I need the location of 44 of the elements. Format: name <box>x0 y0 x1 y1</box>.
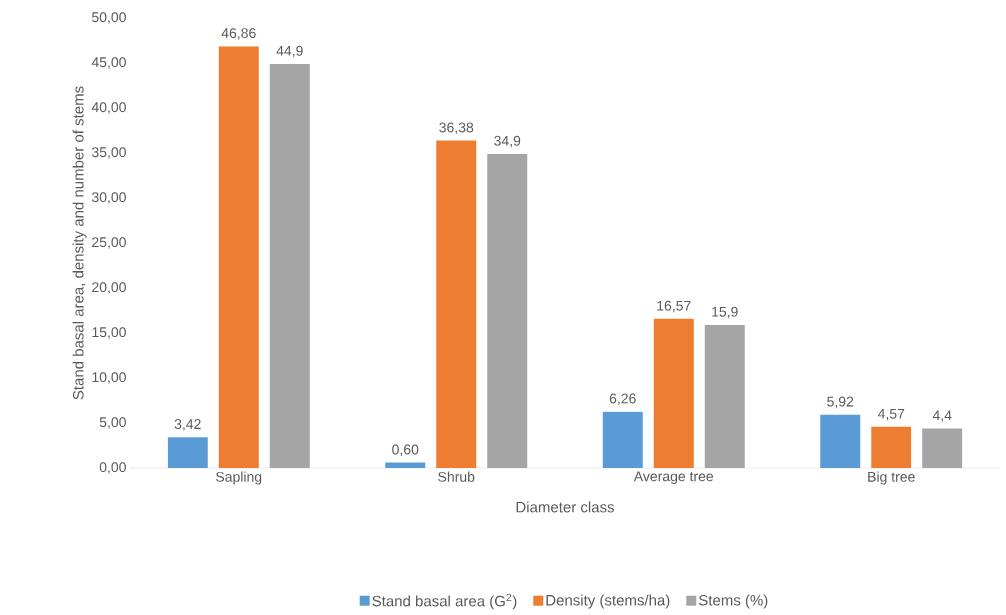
x-tick-label: Big tree <box>868 471 915 485</box>
data-label: 44,9 <box>276 45 303 58</box>
data-label: 34,9 <box>494 135 521 148</box>
data-label: 46,86 <box>221 28 256 40</box>
bar <box>218 46 259 468</box>
bar <box>922 428 963 468</box>
y-tick-label: 15,00 <box>92 327 126 339</box>
y-tick-label: 5,00 <box>99 417 126 429</box>
y-axis-title: Stand basal area, density and number of stems <box>72 86 87 400</box>
y-tick-label: 50,00 <box>92 12 126 24</box>
data-label: 4,57 <box>877 408 905 421</box>
bar <box>820 414 861 468</box>
bar <box>436 140 477 468</box>
data-label: 3,42 <box>174 419 201 431</box>
y-tick-label: 40,00 <box>91 102 126 114</box>
bar <box>653 318 694 468</box>
data-label: 16,57 <box>657 300 691 313</box>
data-label: 4,4 <box>932 410 952 422</box>
legend-label: Stems (%) <box>698 594 768 609</box>
y-tick-label: 30,00 <box>91 192 126 204</box>
bar <box>487 153 528 468</box>
x-axis-title: Diameter class <box>516 501 615 513</box>
data-label: 6,26 <box>609 393 636 406</box>
legend-label: Stand basal area (G$^{2}$) <box>372 593 517 610</box>
x-tick-label: Average tree <box>633 471 714 485</box>
y-tick-label: 20,00 <box>92 282 126 294</box>
data-label: 5,92 <box>827 396 854 409</box>
data-label: 15,9 <box>712 306 738 319</box>
data-label: 0,60 <box>392 444 419 457</box>
y-tick-label: 25,00 <box>92 237 126 249</box>
y-tick-label: 35,00 <box>91 147 126 159</box>
legend-label: Density (stems/ha) <box>546 594 670 609</box>
y-tick-label: 10,00 <box>92 372 126 384</box>
y-tick-label: 0,00 <box>99 462 126 474</box>
bar <box>167 437 208 468</box>
y-tick-label: 45,00 <box>91 57 126 69</box>
data-label: 36,38 <box>439 122 474 135</box>
bar <box>704 324 745 468</box>
bar <box>602 411 643 468</box>
bar <box>269 63 310 468</box>
bar <box>385 462 426 468</box>
x-tick-label: Shrub <box>438 471 475 482</box>
bar <box>871 426 912 468</box>
x-tick-label: Sapling <box>216 471 262 485</box>
